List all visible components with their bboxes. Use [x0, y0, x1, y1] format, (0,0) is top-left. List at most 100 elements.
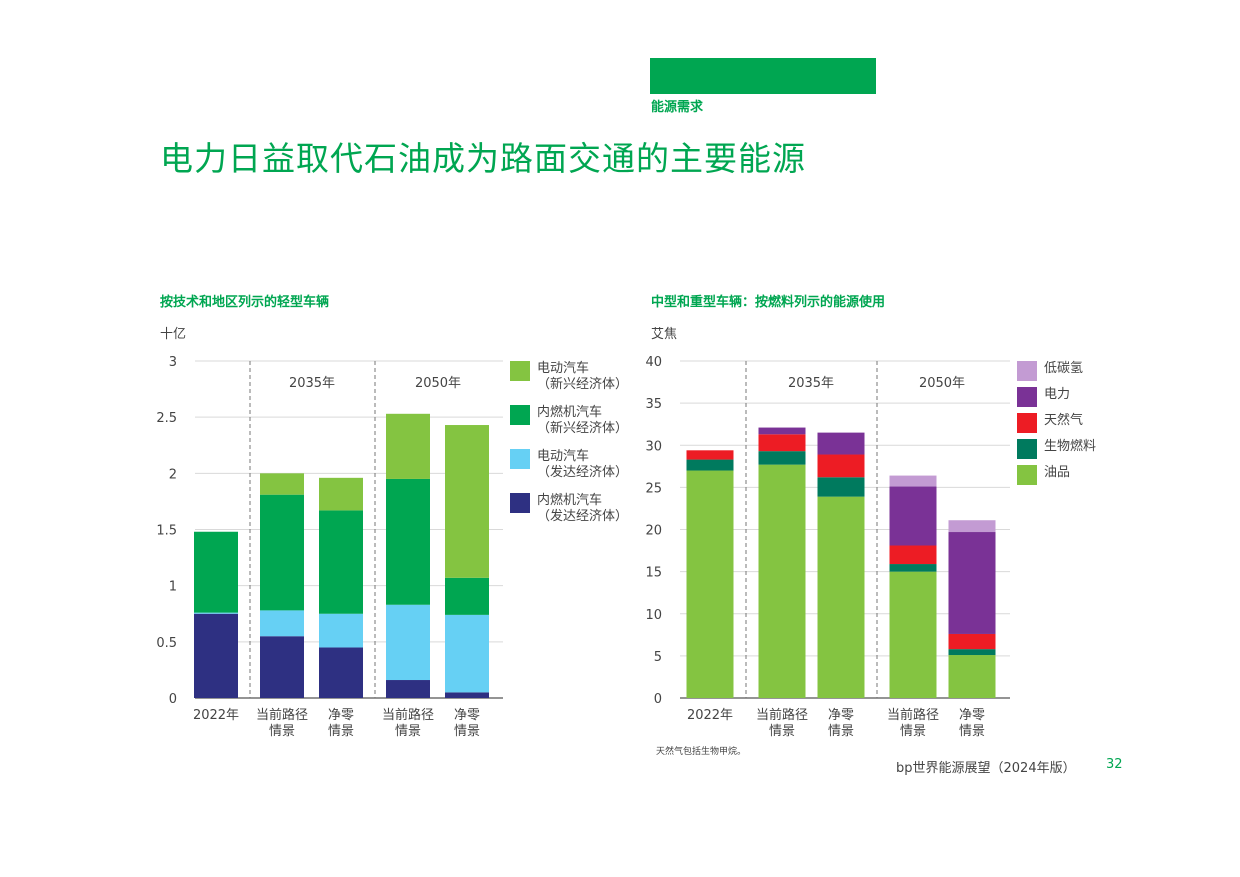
y-tick-label: 0	[169, 692, 177, 707]
chart1-unit: 十亿	[160, 327, 187, 342]
group-label: 2050年	[415, 376, 461, 391]
y-tick-label: 15	[645, 566, 662, 581]
legend-label: （发达经济体）	[537, 464, 628, 480]
page-number: 32	[1106, 757, 1123, 772]
bar-segment	[948, 649, 996, 656]
bar-segment	[386, 680, 430, 698]
y-tick-label: 0	[654, 692, 662, 707]
legend-label: 油品	[1044, 465, 1070, 480]
group-label: 2035年	[289, 376, 335, 391]
x-tick-label: 情景	[395, 724, 421, 739]
bar-segment	[445, 577, 489, 615]
y-tick-label: 2	[169, 467, 177, 482]
section-color-bar	[650, 58, 876, 94]
bar-segment	[319, 613, 363, 648]
x-tick-label: 当前路径	[256, 707, 308, 723]
chart2-footnote: 天然气包括生物甲烷。	[656, 747, 747, 757]
y-tick-label: 25	[645, 481, 662, 496]
bar-segment	[194, 531, 238, 613]
legend-swatch	[510, 449, 530, 469]
y-tick-label: 10	[645, 608, 662, 623]
x-tick-label: 当前路径	[887, 707, 939, 723]
x-tick-label: 2022年	[687, 708, 733, 723]
x-tick-label: 情景	[769, 724, 795, 739]
bar-segment	[386, 604, 430, 681]
legend-label: （新兴经济体）	[537, 420, 628, 436]
y-tick-label: 1.5	[156, 524, 177, 539]
bar-segment	[948, 655, 996, 698]
bar-segment	[386, 413, 430, 479]
legend-label: 生物燃料	[1044, 438, 1096, 454]
y-tick-label: 30	[645, 439, 662, 454]
legend-swatch	[510, 493, 530, 513]
page-title: 电力日益取代石油成为路面交通的主要能源	[160, 139, 806, 178]
bar-segment	[948, 532, 996, 634]
y-tick-label: 3	[169, 355, 177, 370]
y-tick-label: 35	[645, 397, 662, 412]
legend-label: 低碳氢	[1044, 361, 1083, 376]
group-label: 2050年	[919, 376, 965, 391]
group-label: 2035年	[788, 376, 834, 391]
x-tick-label: 情景	[900, 724, 926, 739]
x-tick-label: 当前路径	[382, 707, 434, 723]
chart2-title: 中型和重型车辆：按燃料列示的能源使用	[651, 295, 886, 310]
x-tick-label: 净零	[328, 708, 354, 723]
section-label: 能源需求	[651, 100, 704, 115]
legend-swatch	[1017, 439, 1037, 459]
x-tick-label: 当前路径	[756, 707, 808, 723]
bar-segment	[889, 571, 937, 698]
bar-segment	[948, 520, 996, 533]
legend-label: 内燃机汽车	[537, 492, 602, 508]
legend-label: 电力	[1044, 387, 1070, 402]
legend-swatch	[510, 405, 530, 425]
bar-segment	[889, 545, 937, 565]
bar-segment	[194, 613, 238, 698]
y-tick-label: 0.5	[156, 636, 177, 651]
bar-segment	[445, 614, 489, 693]
bar-segment	[758, 434, 806, 452]
bar-segment	[758, 427, 806, 435]
bar-segment	[817, 432, 865, 455]
y-tick-label: 2.5	[156, 411, 177, 426]
legend-swatch	[1017, 465, 1037, 485]
bar-segment	[319, 477, 363, 511]
bar-segment	[686, 459, 734, 471]
legend-label: （新兴经济体）	[537, 376, 628, 392]
x-tick-label: 情景	[454, 724, 480, 739]
bar-segment	[948, 633, 996, 650]
bar-segment	[686, 450, 734, 460]
bar-segment	[817, 496, 865, 698]
bar-segment	[758, 451, 806, 465]
y-tick-label: 1	[169, 580, 177, 595]
x-tick-label: 净零	[454, 708, 480, 723]
bar-segment	[445, 692, 489, 698]
bar-segment	[260, 494, 304, 611]
legend-swatch	[510, 361, 530, 381]
x-tick-label: 情景	[269, 724, 295, 739]
bar-segment	[386, 478, 430, 605]
bar-segment	[194, 612, 238, 614]
x-tick-label: 2022年	[193, 708, 239, 723]
bar-segment	[889, 486, 937, 546]
legend-label: （发达经济体）	[537, 508, 628, 524]
legend-label: 电动汽车	[537, 360, 589, 376]
legend-label: 天然气	[1044, 412, 1083, 428]
bar-segment	[260, 473, 304, 495]
bar-segment	[319, 647, 363, 698]
legend-swatch	[1017, 387, 1037, 407]
bar-segment	[758, 464, 806, 698]
bar-segment	[260, 636, 304, 698]
bar-segment	[889, 564, 937, 572]
bar-segment	[260, 610, 304, 637]
bar-segment	[817, 477, 865, 497]
bar-segment	[445, 425, 489, 578]
legend-label: 内燃机汽车	[537, 404, 602, 420]
x-tick-label: 情景	[959, 724, 985, 739]
y-tick-label: 5	[654, 650, 662, 665]
bar-segment	[817, 454, 865, 478]
y-tick-label: 20	[645, 524, 662, 539]
x-tick-label: 净零	[959, 708, 985, 723]
x-tick-label: 情景	[828, 724, 854, 739]
